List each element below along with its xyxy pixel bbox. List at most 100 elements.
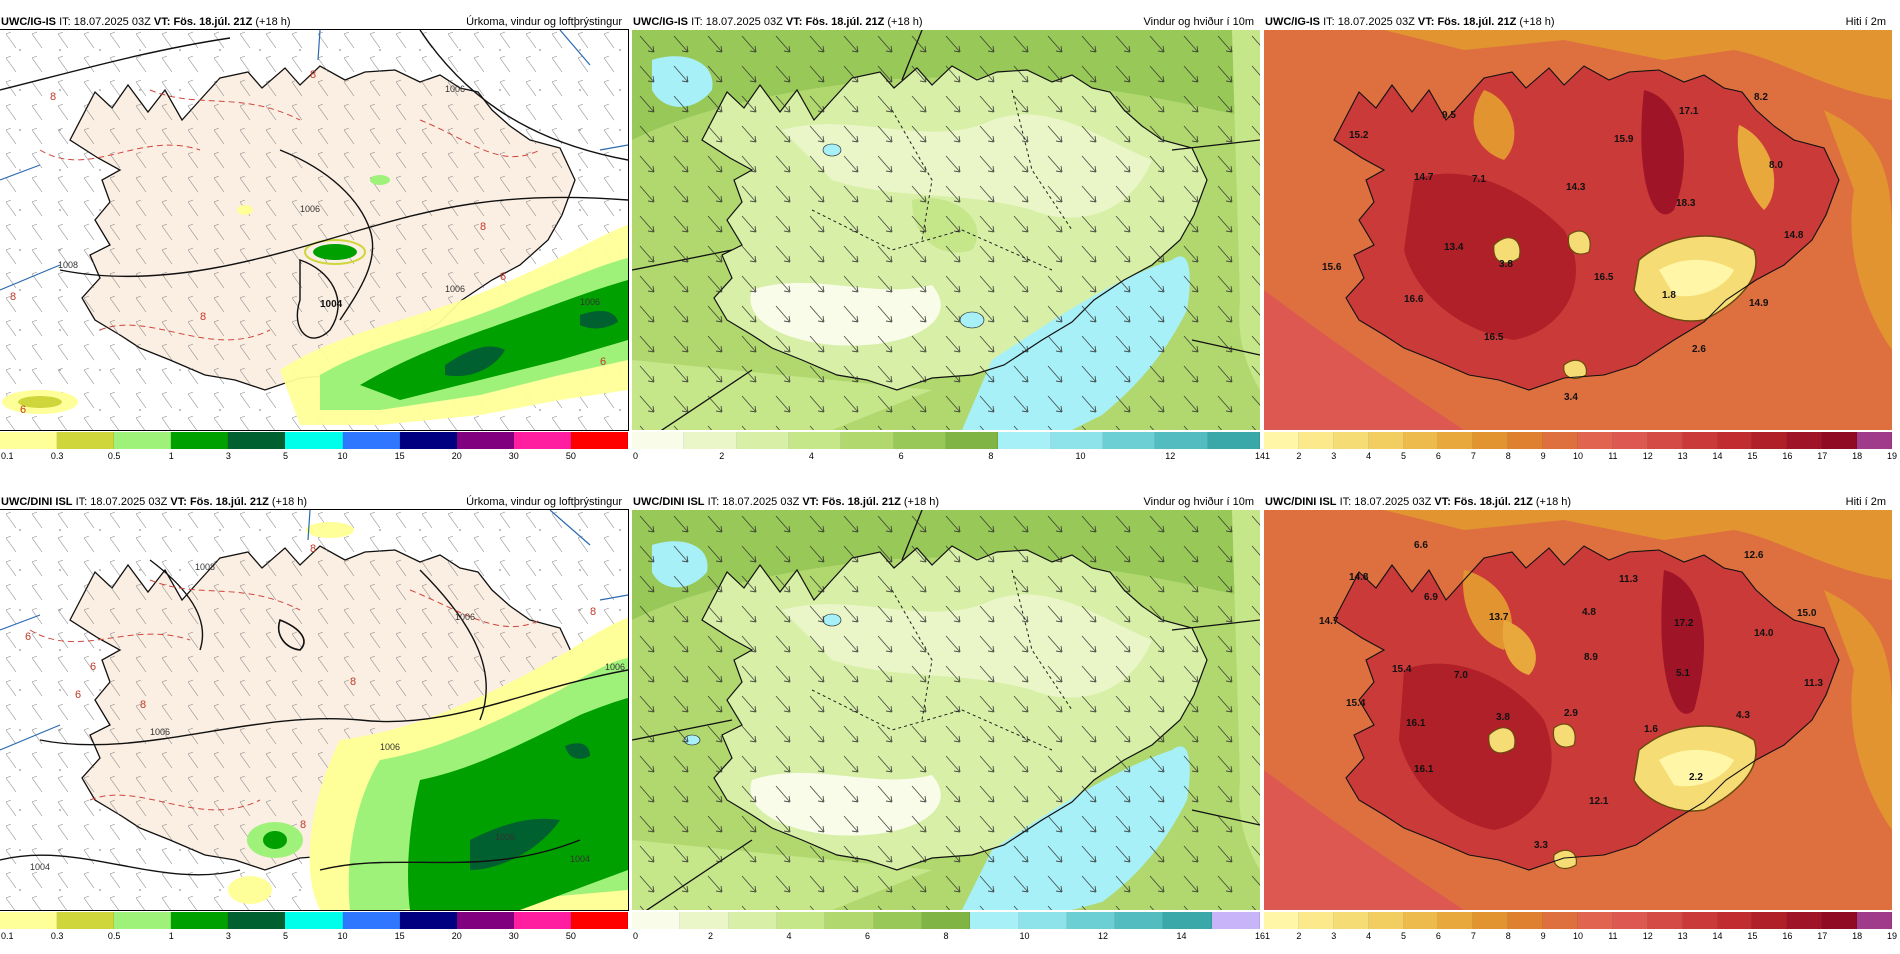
legend-swatch [1508, 912, 1544, 929]
legend-swatch [841, 432, 894, 449]
legend-swatch [399, 432, 457, 449]
legend-tick-label: 20 [451, 931, 462, 941]
legend-swatch [680, 912, 729, 929]
legend-swatch [1682, 432, 1718, 449]
precip-map: 1004 1006 1006 1008 1006 1006 8 8 8 8 6 … [0, 29, 629, 431]
temperature-label: 4.3 [1736, 710, 1750, 721]
legend-tick-label: 50 [565, 931, 576, 941]
legend-tick-label: 30 [508, 931, 519, 941]
legend-tick-label: 5 [282, 931, 288, 941]
legend-tick-label: 0 [633, 931, 639, 941]
legend-swatch [171, 432, 229, 449]
legend-tick-label: 15 [1747, 931, 1758, 941]
panel-subtitle: Hiti í 2m [1845, 496, 1886, 508]
temperature-label: 2.9 [1564, 708, 1578, 719]
pressure-label: 1006 [380, 742, 400, 752]
wind-map [632, 510, 1260, 910]
isotherm-label: 8 [50, 91, 56, 103]
legend-tick-label: 30 [508, 451, 519, 461]
legend-tick-label: 10 [337, 931, 348, 941]
legend-tick-label: 13 [1677, 931, 1688, 941]
temperature-label: 12.1 [1589, 796, 1609, 807]
legend-swatch [1578, 432, 1613, 449]
temperature-label: 16.5 [1484, 332, 1504, 343]
legend-tick-label: 8 [1505, 931, 1511, 941]
legend-tick-label: 10 [1019, 931, 1030, 941]
legend-ticks: 1 2 3 4 5 6 7 8 9 10 11 12 13 14 15 16 17 18 19 [1264, 451, 1897, 465]
legend-tick-label: 0.5 [107, 931, 121, 941]
panel-subtitle: Vindur og hviður í 10m [1143, 16, 1254, 28]
legend-swatch [1264, 912, 1299, 929]
legend-swatch [228, 912, 286, 929]
pressure-label: 1006 [455, 612, 475, 622]
legend-swatch [1207, 432, 1260, 449]
legend-swatch [776, 912, 826, 929]
pressure-label: 1006 [445, 284, 465, 294]
legend-swatch [1612, 912, 1648, 929]
legend-tick-label: 8 [1505, 451, 1511, 461]
legend-tick-label: 10 [337, 451, 348, 461]
legend-tick-label: 16 [1782, 451, 1793, 461]
legend-tick-label: 17 [1817, 451, 1828, 461]
pressure-label: 1008 [195, 562, 215, 572]
temperature-label: 17.2 [1674, 618, 1694, 629]
legend-bar [0, 912, 629, 929]
legend-swatch [1647, 432, 1683, 449]
legend-tick-label: 6 [1435, 451, 1441, 461]
legend-tick-label: 10 [1075, 451, 1086, 461]
temperature-label: 6.9 [1424, 592, 1438, 603]
legend-tick-label: 20 [451, 451, 462, 461]
legend-swatch [1822, 912, 1858, 929]
legend-swatch [1857, 912, 1893, 929]
legend-swatch [513, 912, 571, 929]
panel-subtitle: Hiti í 2m [1845, 16, 1886, 28]
legend-tick-label: 0.3 [50, 931, 64, 941]
temperature-label: 16.1 [1406, 718, 1426, 729]
legend-swatch [285, 912, 343, 929]
legend-swatch [1066, 912, 1116, 929]
temperature-label: 7.0 [1454, 670, 1468, 681]
legend-swatch [945, 432, 999, 449]
legend-tick-label: 0.3 [50, 451, 64, 461]
panel-temp-igis: UWC/IG-IS IT: 18.07.2025 03Z VT: Fös. 18… [1264, 14, 1897, 474]
legend-swatch [970, 912, 1019, 929]
legend-swatch [1102, 432, 1156, 449]
temperature-label: 14.9 [1749, 298, 1769, 309]
pressure-label: 1006 [495, 832, 515, 842]
legend-swatch [1473, 912, 1509, 929]
temperature-label: 14.3 [1566, 182, 1586, 193]
legend-swatch [342, 912, 400, 929]
legend-swatch [998, 432, 1051, 449]
legend-tick-label: 0.1 [1, 931, 14, 941]
panel-wind-igis: UWC/IG-IS IT: 18.07.2025 03Z VT: Fös. 18… [632, 14, 1265, 474]
temperature-label: 14.7 [1319, 616, 1339, 627]
legend-swatch [1368, 912, 1404, 929]
temperature-label: 15.2 [1349, 130, 1369, 141]
legend-swatch [1298, 912, 1334, 929]
legend-swatch [456, 432, 514, 449]
legend-tick-label: 19 [1886, 451, 1898, 461]
legend-tick-label: 2 [719, 451, 725, 461]
legend-swatch [0, 912, 58, 929]
temperature-label: 1.6 [1644, 724, 1658, 735]
isotherm-label: 6 [500, 271, 506, 283]
legend-swatch [1333, 432, 1369, 449]
legend-swatch [513, 432, 571, 449]
temperature-label: 13.7 [1489, 612, 1509, 623]
temperature-label: 3.8 [1496, 712, 1510, 723]
legend-tick-label: 15 [394, 931, 405, 941]
legend-tick-label: 6 [1435, 931, 1441, 941]
temperature-label: 3.4 [1564, 392, 1578, 403]
precip-map: 1008 1006 1006 1006 1006 1004 1004 1006 … [0, 509, 629, 911]
temperature-label: 12.6 [1744, 550, 1764, 561]
legend-swatch [873, 912, 922, 929]
legend-swatch [788, 432, 842, 449]
legend-swatch [1787, 432, 1823, 449]
isotherm-label: 6 [25, 631, 31, 643]
legend-tick-label: 4 [808, 451, 814, 461]
temperature-label: 5.1 [1676, 668, 1690, 679]
legend-tick-label: 6 [864, 931, 871, 941]
temperature-label: 14.8 [1784, 230, 1804, 241]
legend-bar [1264, 912, 1893, 929]
temperature-label: 16.6 [1404, 294, 1424, 305]
